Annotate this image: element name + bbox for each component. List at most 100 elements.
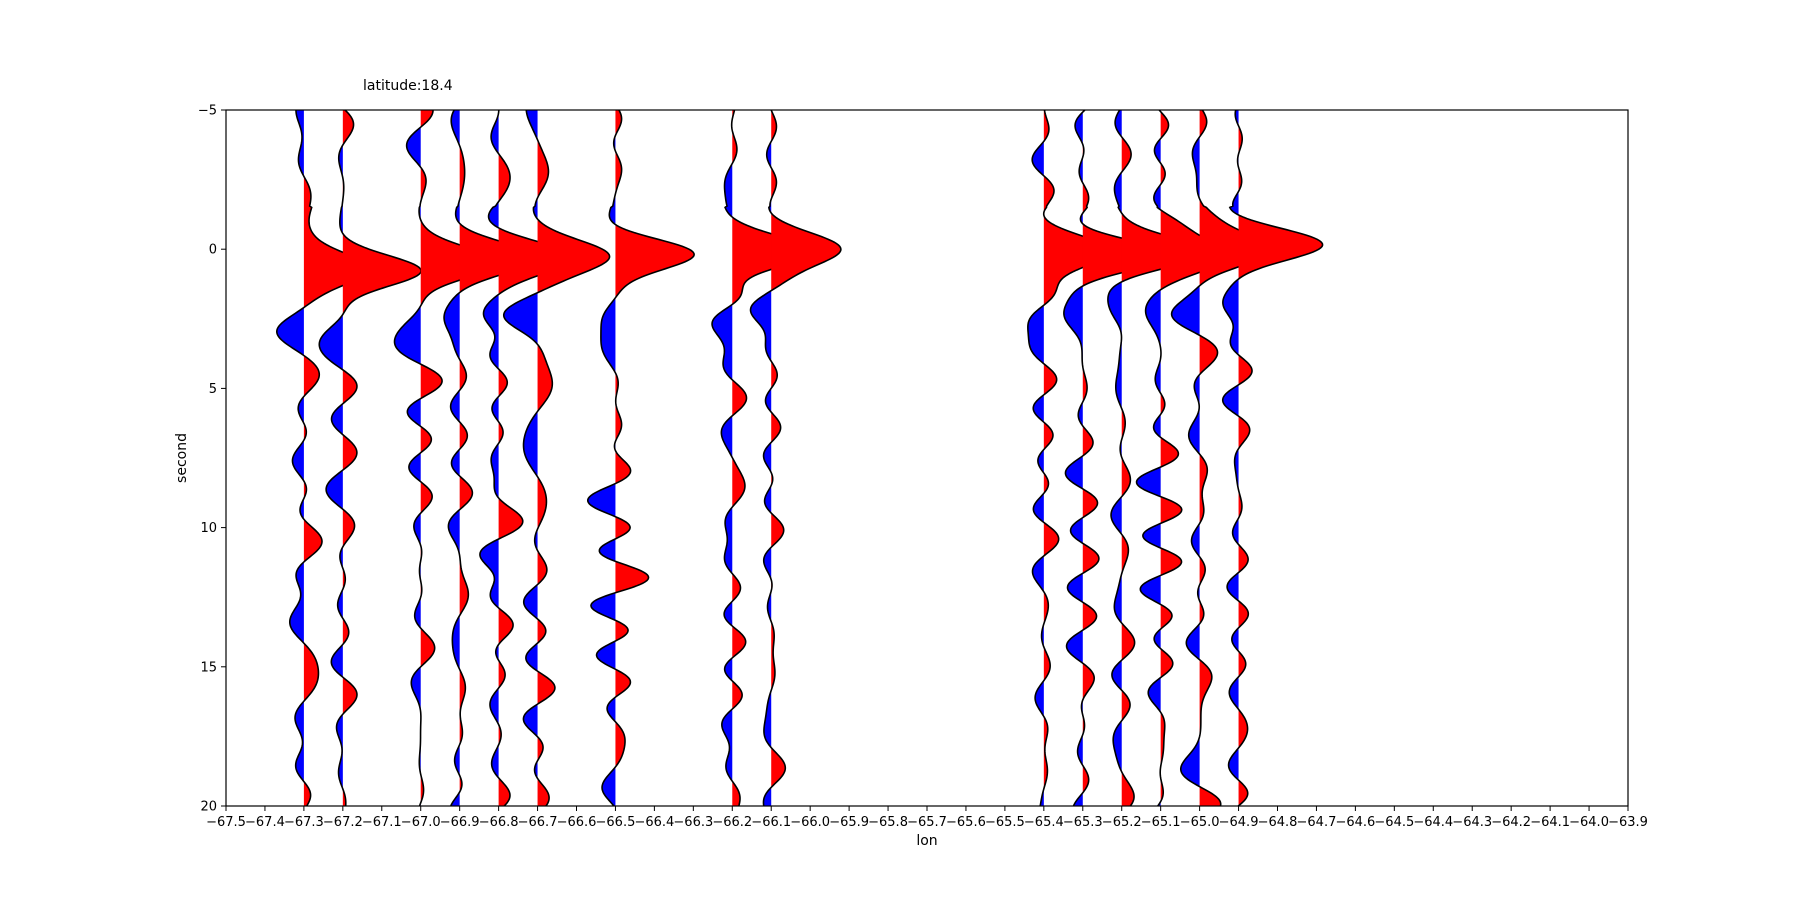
x-tick-label: −66.8	[479, 815, 519, 830]
trace-line	[393, 109, 499, 807]
trace-positive-fill	[1043, 110, 1111, 806]
trace-line	[1170, 109, 1273, 807]
x-tick-label: −65.9	[829, 815, 869, 830]
x-tick-label: −66.3	[673, 815, 713, 830]
trace-negative-fill	[444, 110, 460, 806]
trace-line	[1107, 109, 1206, 807]
trace	[502, 109, 611, 807]
x-tick-label: −67.5	[206, 815, 246, 830]
trace-negative-fill	[394, 110, 421, 806]
trace	[587, 109, 695, 807]
trace-positive-fill	[1199, 110, 1273, 806]
trace	[1221, 109, 1324, 807]
x-tick-label: −64.5	[1374, 815, 1414, 830]
trace-negative-fill	[1107, 110, 1122, 806]
x-tick-label: −65.1	[1141, 815, 1181, 830]
y-tick-label: 20	[200, 800, 217, 815]
x-tick-label: −66.0	[790, 815, 830, 830]
x-tick-label: −64.9	[1219, 815, 1259, 830]
x-tick-label: −67.0	[401, 815, 441, 830]
x-tick-label: −65.3	[1063, 815, 1103, 830]
plot-frame	[225, 109, 1629, 807]
trace-negative-fill	[319, 110, 343, 806]
trace-positive-fill	[498, 110, 574, 806]
x-tick-label: −64.6	[1335, 815, 1375, 830]
trace-positive-fill	[303, 110, 371, 806]
trace-line	[1027, 109, 1112, 807]
trace-line	[443, 109, 539, 807]
x-tick-label: −63.9	[1608, 815, 1648, 830]
trace	[275, 109, 371, 807]
trace-line	[479, 109, 575, 807]
x-axis-label: lon	[916, 833, 937, 849]
x-tick-label: −65.7	[907, 815, 947, 830]
x-tick-label: −66.7	[518, 815, 558, 830]
y-tick-label: 0	[209, 243, 217, 258]
trace	[1027, 109, 1112, 807]
x-tick-label: −64.7	[1297, 815, 1337, 830]
x-axis: −67.5 −67.4 −67.3 −67.2 −67.1 −67.0 −66.9 −66.8…	[206, 806, 1648, 830]
x-tick-label: −65.2	[1102, 815, 1142, 830]
x-tick-label: −67.1	[362, 815, 402, 830]
trace	[318, 109, 422, 807]
x-tick-label: −65.4	[1024, 815, 1064, 830]
trace	[1170, 109, 1273, 807]
trace	[393, 109, 499, 807]
x-tick-label: −66.4	[634, 815, 674, 830]
x-tick-label: −67.3	[284, 815, 324, 830]
x-tick-label: −66.5	[596, 815, 636, 830]
trace-negative-fill	[503, 110, 538, 806]
y-axis: −5 0 5 10 15 20	[198, 104, 226, 815]
trace-line	[275, 109, 371, 807]
x-tick-label: −66.2	[712, 815, 752, 830]
x-tick-label: −67.2	[323, 815, 363, 830]
trace-negative-fill	[712, 110, 733, 806]
trace-negative-fill	[479, 110, 499, 806]
trace-positive-fill	[615, 110, 695, 806]
trace-negative-fill	[276, 110, 304, 806]
x-tick-label: −65.6	[946, 815, 986, 830]
trace-positive-fill	[1160, 110, 1228, 806]
trace-positive-fill	[1238, 110, 1323, 806]
trace	[479, 109, 575, 807]
trace	[1135, 109, 1229, 807]
x-tick-label: −64.3	[1452, 815, 1492, 830]
x-tick-label: −64.8	[1258, 815, 1298, 830]
traces-group	[275, 109, 1324, 807]
x-tick-label: −66.9	[440, 815, 480, 830]
chart-title: latitude:18.4	[363, 78, 453, 94]
x-tick-label: −65.8	[868, 815, 908, 830]
trace-line	[318, 109, 422, 807]
x-tick-label: −66.6	[557, 815, 597, 830]
x-tick-label: −64.4	[1413, 815, 1453, 830]
x-tick-label: −64.1	[1530, 815, 1570, 830]
trace-positive-fill	[537, 110, 610, 806]
trace-line	[1135, 109, 1229, 807]
trace-line	[502, 109, 611, 807]
trace-line	[711, 109, 814, 807]
trace-negative-fill	[750, 110, 772, 806]
trace-negative-fill	[1136, 110, 1161, 806]
trace-line	[587, 109, 695, 807]
x-tick-label: −65.5	[985, 815, 1025, 830]
y-tick-label: 5	[209, 382, 217, 397]
trace-positive-fill	[771, 110, 841, 806]
trace-line	[1221, 109, 1324, 807]
trace-positive-fill	[342, 110, 422, 806]
y-axis-label: second	[174, 433, 190, 483]
y-tick-label: −5	[198, 104, 217, 119]
x-tick-label: −67.4	[245, 815, 285, 830]
trace-line	[749, 109, 842, 807]
trace-positive-fill	[420, 110, 498, 806]
trace-negative-fill	[1027, 110, 1044, 806]
x-tick-label: −64.0	[1569, 815, 1609, 830]
y-tick-label: 15	[200, 660, 217, 675]
x-tick-label: −66.1	[751, 815, 791, 830]
trace-negative-fill	[1222, 110, 1239, 806]
trace-line	[1063, 109, 1171, 807]
x-tick-label: −65.0	[1180, 815, 1220, 830]
trace	[711, 109, 814, 807]
y-tick-label: 10	[200, 521, 217, 536]
trace	[749, 109, 842, 807]
